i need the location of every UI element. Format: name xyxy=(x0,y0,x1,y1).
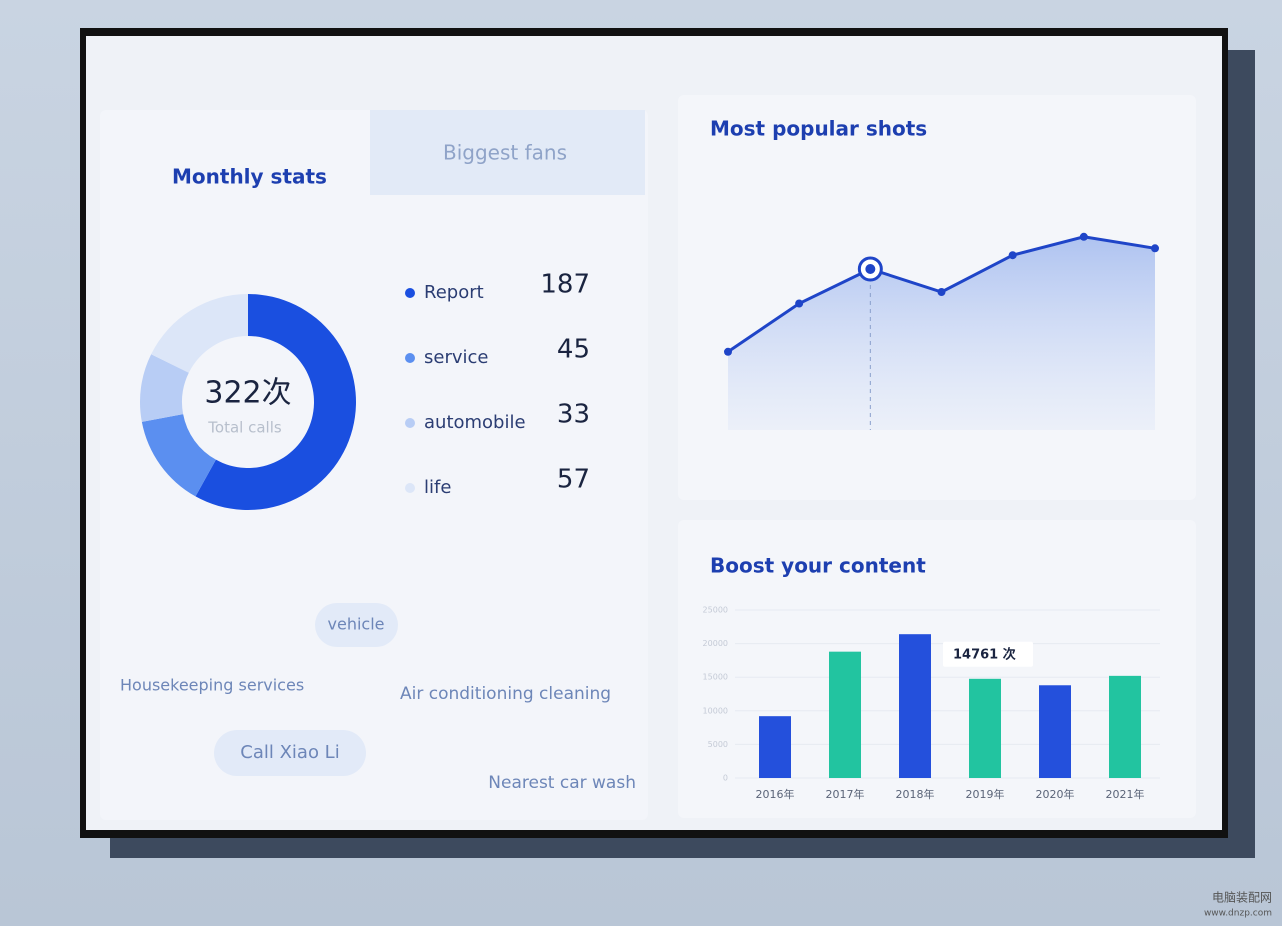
tag[interactable]: vehicle xyxy=(328,615,385,634)
legend-label: Report xyxy=(424,282,484,303)
line-point xyxy=(1151,244,1159,253)
donut-segment xyxy=(151,294,248,373)
bar xyxy=(969,678,1001,778)
bar xyxy=(899,634,931,778)
watermark: www.dnzp.com xyxy=(1204,909,1272,919)
legend-dot xyxy=(405,418,415,428)
line-point xyxy=(724,347,732,356)
bar xyxy=(1109,675,1141,778)
donut-center-value: 322次 xyxy=(204,376,291,411)
legend-label: service xyxy=(424,347,488,368)
line-point xyxy=(795,299,804,308)
legend-value: 45 xyxy=(557,335,590,365)
legend-value: 33 xyxy=(557,400,590,430)
y-tick-label: 20000 xyxy=(703,639,728,648)
x-tick-label: 2018年 xyxy=(896,787,935,801)
x-tick-label: 2017年 xyxy=(826,787,865,801)
y-tick-label: 5000 xyxy=(708,740,728,749)
line-area xyxy=(728,236,1155,430)
tag[interactable]: Housekeeping services xyxy=(120,676,304,695)
y-tick-label: 0 xyxy=(723,774,728,783)
legend-label: automobile xyxy=(424,412,526,433)
panel-title: Most popular shots xyxy=(710,117,927,141)
donut-center-label: Total calls xyxy=(207,419,282,437)
legend-dot xyxy=(405,353,415,363)
line-point xyxy=(1079,232,1088,241)
tag-pill xyxy=(214,730,366,776)
x-tick-label: 2019年 xyxy=(966,787,1005,801)
legend-value: 187 xyxy=(540,270,590,300)
y-tick-label: 15000 xyxy=(703,673,728,682)
legend-label: life xyxy=(424,477,451,498)
panel-title: Boost your content xyxy=(710,554,926,578)
tag-pill xyxy=(315,603,398,647)
y-tick-label: 10000 xyxy=(703,706,728,715)
x-tick-label: 2020年 xyxy=(1036,787,1075,801)
line-point xyxy=(865,264,876,274)
line-point xyxy=(1008,251,1017,260)
x-tick-label: 2021年 xyxy=(1106,787,1145,801)
donut-segment xyxy=(139,354,189,422)
left-panel xyxy=(100,110,648,820)
legend-dot xyxy=(405,288,415,298)
bar xyxy=(829,651,861,778)
line-point xyxy=(937,288,946,296)
x-tick-label: 2016年 xyxy=(756,787,795,801)
y-tick-label: 25000 xyxy=(703,606,728,615)
tag[interactable]: Nearest car wash xyxy=(488,773,636,793)
legend-value: 57 xyxy=(557,465,590,495)
bar xyxy=(759,716,791,778)
panel-title: Monthly stats xyxy=(172,165,327,189)
legend-dot xyxy=(405,483,415,493)
donut-segment xyxy=(195,294,356,510)
tab-label[interactable]: Biggest fans xyxy=(443,141,567,165)
bar xyxy=(1039,685,1071,778)
donut-segment xyxy=(141,414,216,497)
tooltip xyxy=(943,641,1033,667)
value-label: 14761 次 xyxy=(953,646,1016,662)
watermark: 电脑装配网 xyxy=(1212,891,1272,905)
tag[interactable]: Air conditioning cleaning xyxy=(400,684,611,704)
tag[interactable]: Call Xiao Li xyxy=(240,742,339,763)
tab xyxy=(370,110,645,195)
